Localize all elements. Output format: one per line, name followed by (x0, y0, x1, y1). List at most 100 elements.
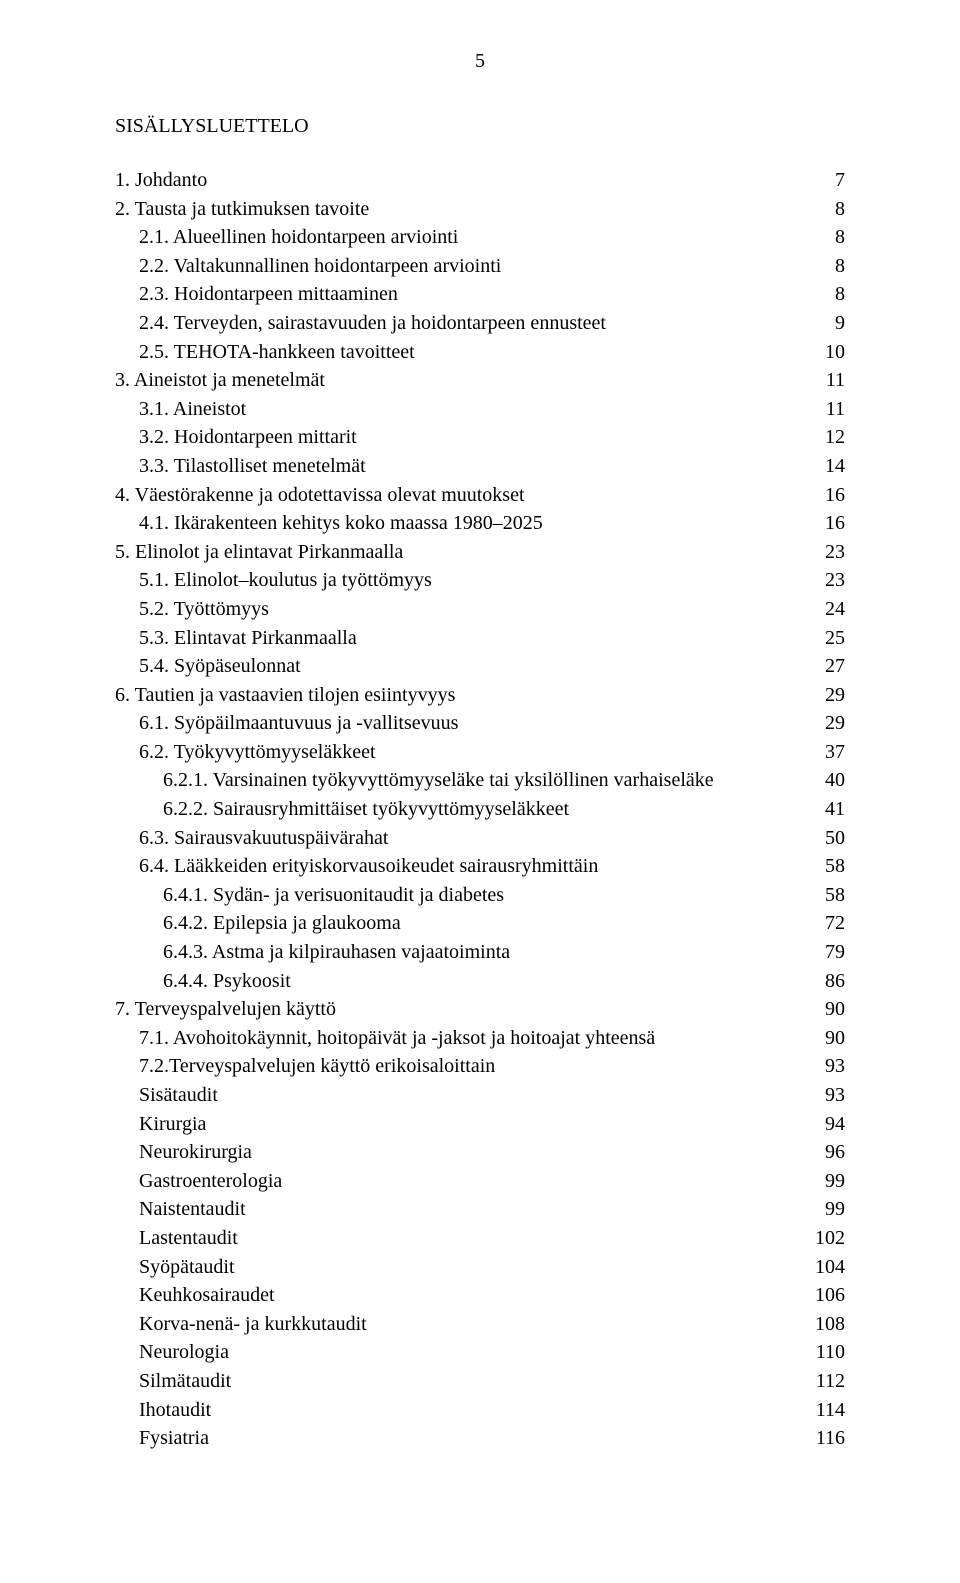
toc-entry-page: 29 (825, 681, 845, 710)
toc-entry-label: 7.1. Avohoitokäynnit, hoitopäivät ja -ja… (139, 1024, 655, 1053)
toc-entry-page: 27 (825, 652, 845, 681)
toc-entry: 5.1. Elinolot–koulutus ja työttömyys 23 (115, 566, 845, 595)
toc-entry-label: 6.4.3. Astma ja kilpirauhasen vajaatoimi… (163, 938, 510, 967)
toc-entry-label: 5.4. Syöpäseulonnat (139, 652, 301, 681)
toc-entry-label: 5.3. Elintavat Pirkanmaalla (139, 624, 357, 653)
toc-entry-label: 2.5. TEHOTA-hankkeen tavoitteet (139, 338, 415, 367)
toc-entry-label: 2.1. Alueellinen hoidontarpeen arviointi (139, 223, 458, 252)
toc-entry-page: 99 (825, 1167, 845, 1196)
toc-entry-label: Kirurgia (139, 1110, 206, 1139)
toc-entry: Lastentaudit 102 (115, 1224, 845, 1253)
toc-entry-label: Neurokirurgia (139, 1138, 252, 1167)
toc-entry-page: 90 (825, 1024, 845, 1053)
toc-entry: 6.4. Lääkkeiden erityiskorvausoikeudet s… (115, 852, 845, 881)
toc-container: 1. Johdanto 72. Tausta ja tutkimuksen ta… (115, 166, 845, 1453)
toc-entry-label: Neurologia (139, 1338, 229, 1367)
toc-entry-label: 6.4. Lääkkeiden erityiskorvausoikeudet s… (139, 852, 598, 881)
toc-entry-page: 14 (825, 452, 845, 481)
toc-entry: 6.4.1. Sydän- ja verisuonitaudit ja diab… (115, 881, 845, 910)
toc-entry-label: 3.2. Hoidontarpeen mittarit (139, 423, 357, 452)
toc-entry: 2.5. TEHOTA-hankkeen tavoitteet 10 (115, 338, 845, 367)
toc-entry: 6. Tautien ja vastaavien tilojen esiinty… (115, 681, 845, 710)
toc-entry-page: 16 (825, 509, 845, 538)
toc-entry-page: 58 (825, 852, 845, 881)
toc-entry: Syöpätaudit 104 (115, 1253, 845, 1282)
toc-entry-label: 6.1. Syöpäilmaantuvuus ja -vallitsevuus (139, 709, 458, 738)
toc-entry-label: 2.2. Valtakunnallinen hoidontarpeen arvi… (139, 252, 501, 281)
toc-entry: 1. Johdanto 7 (115, 166, 845, 195)
toc-entry-label: 5. Elinolot ja elintavat Pirkanmaalla (115, 538, 403, 567)
document-page: 5 SISÄLLYSLUETTELO 1. Johdanto 72. Taust… (0, 0, 960, 1583)
toc-entry-page: 112 (816, 1367, 845, 1396)
toc-entry-page: 99 (825, 1195, 845, 1224)
toc-entry: 3.2. Hoidontarpeen mittarit 12 (115, 423, 845, 452)
toc-entry-page: 114 (816, 1396, 845, 1425)
toc-entry-page: 11 (826, 395, 845, 424)
toc-entry: 2. Tausta ja tutkimuksen tavoite 8 (115, 195, 845, 224)
toc-entry-label: Ihotaudit (139, 1396, 211, 1425)
toc-entry: 6.4.4. Psykoosit 86 (115, 967, 845, 996)
toc-entry: 5.4. Syöpäseulonnat 27 (115, 652, 845, 681)
toc-entry-page: 23 (825, 566, 845, 595)
toc-entry-page: 40 (825, 766, 845, 795)
toc-entry-page: 9 (835, 309, 845, 338)
toc-entry: 2.1. Alueellinen hoidontarpeen arviointi… (115, 223, 845, 252)
toc-entry: 5.2. Työttömyys 24 (115, 595, 845, 624)
toc-entry: Kirurgia 94 (115, 1110, 845, 1139)
toc-entry: Keuhkosairaudet 106 (115, 1281, 845, 1310)
toc-entry-label: 2.4. Terveyden, sairastavuuden ja hoidon… (139, 309, 606, 338)
toc-entry-label: Naistentaudit (139, 1195, 246, 1224)
toc-entry-page: 106 (815, 1281, 845, 1310)
toc-entry-label: 5.2. Työttömyys (139, 595, 269, 624)
toc-entry: 7. Terveyspalvelujen käyttö 90 (115, 995, 845, 1024)
toc-entry-page: 8 (835, 195, 845, 224)
toc-entry-page: 11 (826, 366, 845, 395)
toc-entry-label: 4. Väestörakenne ja odotettavissa olevat… (115, 481, 525, 510)
toc-entry: 6.2.1. Varsinainen työkyvyttömyyseläke t… (115, 766, 845, 795)
toc-entry: 2.3. Hoidontarpeen mittaaminen 8 (115, 280, 845, 309)
toc-entry-label: 7. Terveyspalvelujen käyttö (115, 995, 336, 1024)
toc-entry-page: 90 (825, 995, 845, 1024)
toc-entry-label: 2.3. Hoidontarpeen mittaaminen (139, 280, 398, 309)
toc-entry: 6.2.2. Sairausryhmittäiset työkyvyttömyy… (115, 795, 845, 824)
toc-entry-page: 8 (835, 280, 845, 309)
toc-title: SISÄLLYSLUETTELO (115, 115, 845, 138)
toc-entry-page: 104 (815, 1253, 845, 1282)
toc-entry-page: 23 (825, 538, 845, 567)
toc-entry-page: 50 (825, 824, 845, 853)
toc-entry-label: 6.2. Työkyvyttömyyseläkkeet (139, 738, 376, 767)
toc-entry-label: Silmätaudit (139, 1367, 231, 1396)
toc-entry: 6.2. Työkyvyttömyyseläkkeet 37 (115, 738, 845, 767)
toc-entry-label: 6.4.2. Epilepsia ja glaukooma (163, 909, 401, 938)
toc-entry-label: 6.4.1. Sydän- ja verisuonitaudit ja diab… (163, 881, 504, 910)
toc-entry: 5.3. Elintavat Pirkanmaalla 25 (115, 624, 845, 653)
toc-entry-page: 93 (825, 1081, 845, 1110)
toc-entry-label: 7.2.Terveyspalvelujen käyttö erikoisaloi… (139, 1052, 495, 1081)
toc-entry: 5. Elinolot ja elintavat Pirkanmaalla 23 (115, 538, 845, 567)
toc-entry-label: Korva-nenä- ja kurkkutaudit (139, 1310, 367, 1339)
toc-entry: 6.4.2. Epilepsia ja glaukooma 72 (115, 909, 845, 938)
toc-entry-label: 4.1. Ikärakenteen kehitys koko maassa 19… (139, 509, 543, 538)
toc-entry-label: Syöpätaudit (139, 1253, 235, 1282)
toc-entry-page: 10 (825, 338, 845, 367)
toc-entry-label: Lastentaudit (139, 1224, 238, 1253)
toc-entry-page: 58 (825, 881, 845, 910)
toc-entry-label: 6.2.2. Sairausryhmittäiset työkyvyttömyy… (163, 795, 569, 824)
page-number: 5 (115, 50, 845, 73)
toc-entry: Sisätaudit 93 (115, 1081, 845, 1110)
toc-entry: 6.4.3. Astma ja kilpirauhasen vajaatoimi… (115, 938, 845, 967)
toc-entry: Gastroenterologia 99 (115, 1167, 845, 1196)
toc-entry: 7.2.Terveyspalvelujen käyttö erikoisaloi… (115, 1052, 845, 1081)
toc-entry: 4. Väestörakenne ja odotettavissa olevat… (115, 481, 845, 510)
toc-entry: Neurologia 110 (115, 1338, 845, 1367)
toc-entry: 3.1. Aineistot 11 (115, 395, 845, 424)
toc-entry: 7.1. Avohoitokäynnit, hoitopäivät ja -ja… (115, 1024, 845, 1053)
toc-entry: 3. Aineistot ja menetelmät 11 (115, 366, 845, 395)
toc-entry: 3.3. Tilastolliset menetelmät 14 (115, 452, 845, 481)
toc-entry: Naistentaudit 99 (115, 1195, 845, 1224)
toc-entry-label: 5.1. Elinolot–koulutus ja työttömyys (139, 566, 432, 595)
toc-entry: Silmätaudit 112 (115, 1367, 845, 1396)
toc-entry-page: 41 (825, 795, 845, 824)
toc-entry-page: 16 (825, 481, 845, 510)
toc-entry-label: 3.1. Aineistot (139, 395, 246, 424)
